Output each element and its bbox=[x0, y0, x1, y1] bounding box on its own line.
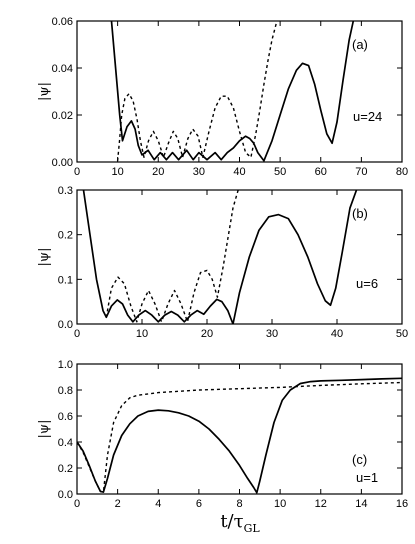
x-tick-label: 0 bbox=[74, 498, 80, 510]
y-axis-label: |ψ| bbox=[37, 248, 52, 267]
dashed-curve bbox=[116, 21, 278, 161]
y-tick-label: 0.0 bbox=[58, 489, 73, 501]
curves bbox=[77, 377, 402, 494]
x-ticks: 0 2 4 6 8 10 12 14 16 bbox=[74, 364, 408, 510]
y-tick-label: 0.1 bbox=[58, 274, 73, 286]
y-tick-label: 0.4 bbox=[58, 437, 73, 449]
y-tick-label: 0.3 bbox=[58, 185, 73, 197]
parameter-annotation: u=24 bbox=[353, 109, 382, 124]
panel-c: 0 2 4 6 8 10 12 14 16 0.0 0.2 0.4 0.6 0.8 1.0 (c) u=1… bbox=[37, 359, 408, 535]
parameter-annotation: u=6 bbox=[356, 276, 378, 291]
x-tick-label: 70 bbox=[355, 166, 367, 178]
x-tick-label: 16 bbox=[396, 498, 408, 510]
panel-label: (a) bbox=[352, 37, 368, 52]
x-ticks: 0 10 20 30 40 50 60 70 80 bbox=[74, 21, 408, 178]
y-ticks: 0.0 0.2 0.4 0.6 0.8 1.0 bbox=[58, 359, 402, 501]
solid-curve bbox=[110, 21, 355, 162]
solid-curve bbox=[77, 377, 402, 494]
x-tick-label: 10 bbox=[136, 328, 148, 340]
x-tick-label: 14 bbox=[355, 498, 367, 510]
x-tick-label: 0 bbox=[74, 328, 80, 340]
panel-label: (c) bbox=[352, 452, 367, 467]
x-ticks: 0 10 20 30 40 50 bbox=[74, 190, 408, 340]
y-axis-label: |ψ| bbox=[37, 82, 52, 101]
y-tick-label: 0.00 bbox=[52, 157, 73, 169]
x-tick-label: 20 bbox=[152, 166, 164, 178]
panel-b: 0 10 20 30 40 50 0.0 0.1 0.2 0.3 (b) u=6 |ψ| bbox=[37, 185, 408, 340]
panel-a: 0 10 20 30 40 50 60 70 80 0.00 0.02 0.04 0.06 (a) u… bbox=[37, 16, 408, 178]
y-tick-label: 0.2 bbox=[58, 463, 73, 475]
x-tick-label: 50 bbox=[274, 166, 286, 178]
x-tick-label: 6 bbox=[196, 498, 202, 510]
y-ticks: 0.00 0.02 0.04 0.06 bbox=[52, 16, 402, 169]
dashed-curve bbox=[105, 190, 239, 323]
x-tick-label: 40 bbox=[331, 328, 343, 340]
x-tick-label: 10 bbox=[112, 166, 124, 178]
curves bbox=[110, 21, 355, 162]
x-tick-label: 30 bbox=[193, 166, 205, 178]
y-tick-label: 0.04 bbox=[52, 63, 73, 75]
x-tick-label: 12 bbox=[315, 498, 327, 510]
y-tick-label: 0.2 bbox=[58, 230, 73, 242]
y-ticks: 0.0 0.1 0.2 0.3 bbox=[58, 185, 402, 331]
x-tick-label: 0 bbox=[74, 166, 80, 178]
x-tick-label: 8 bbox=[236, 498, 242, 510]
x-tick-label: 20 bbox=[201, 328, 213, 340]
x-tick-label: 2 bbox=[115, 498, 121, 510]
x-axis-label-subscript: GL bbox=[244, 522, 261, 535]
x-tick-label: 50 bbox=[396, 328, 408, 340]
curves bbox=[82, 190, 358, 324]
x-axis-label: t/τGL bbox=[220, 511, 260, 535]
y-tick-label: 0.06 bbox=[52, 16, 73, 28]
x-tick-label: 80 bbox=[396, 166, 408, 178]
y-tick-label: 0.8 bbox=[58, 385, 73, 397]
x-tick-label: 4 bbox=[155, 498, 161, 510]
y-tick-label: 1.0 bbox=[58, 359, 73, 371]
y-tick-label: 0.6 bbox=[58, 411, 73, 423]
y-tick-label: 0.0 bbox=[58, 319, 73, 331]
x-tick-label: 30 bbox=[266, 328, 278, 340]
plot-frame bbox=[76, 189, 403, 325]
panel-label: (b) bbox=[352, 206, 368, 221]
solid-curve bbox=[82, 190, 358, 324]
y-axis-label: |ψ| bbox=[37, 420, 52, 439]
y-tick-label: 0.02 bbox=[52, 110, 73, 122]
x-tick-label: 10 bbox=[274, 498, 286, 510]
parameter-annotation: u=1 bbox=[356, 470, 378, 485]
x-tick-label: 60 bbox=[315, 166, 327, 178]
x-tick-label: 40 bbox=[233, 166, 245, 178]
dashed-curve bbox=[77, 381, 402, 493]
